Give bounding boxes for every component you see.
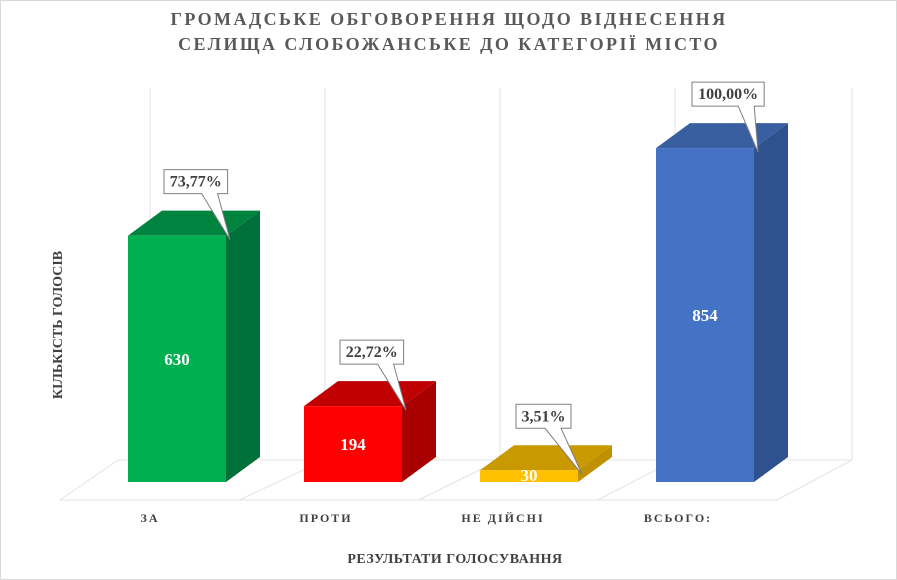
bar-front <box>480 470 578 482</box>
x-tick-labels: ЗА ПРОТИ НЕ ДІЙСНІ ВСЬОГО: <box>141 511 712 525</box>
bar-value-label: 194 <box>340 435 366 454</box>
percent-label: 73,77% <box>170 174 222 191</box>
percent-label: 22,72% <box>346 344 398 361</box>
x-tick-label: ПРОТИ <box>299 511 352 525</box>
bar-2: 194 22,72% <box>304 339 436 482</box>
bar-front <box>656 148 754 482</box>
bar-value-label: 630 <box>164 350 190 369</box>
bar-value-label: 854 <box>692 306 718 325</box>
callout-box <box>163 169 231 240</box>
bar-side <box>578 445 612 482</box>
callout-box <box>691 81 765 153</box>
chart-title-line-2: СЕЛИЩА СЛОБОЖАНСЬКЕ ДО КАТЕГОРІЇ МІСТО <box>178 34 720 54</box>
percent-label: 3,51% <box>522 408 566 425</box>
bar-side <box>226 210 260 483</box>
x-tick-label: НЕ ДІЙСНІ <box>461 511 544 525</box>
x-tick-label: ВСЬОГО: <box>644 511 712 525</box>
bar-3: 30 3,51% <box>480 403 612 485</box>
percent-callout: 3,51% <box>515 403 583 475</box>
bar-front <box>304 406 402 482</box>
bar-1: 630 73,77% <box>128 169 260 483</box>
bar-front <box>128 235 226 482</box>
x-axis-label: РЕЗУЛЬТАТИ ГОЛОСУВАННЯ <box>347 552 562 567</box>
percent-label: 100,00% <box>698 86 758 103</box>
percent-callout: 73,77% <box>163 169 231 240</box>
bar-side <box>754 123 788 482</box>
bar-4: 854 100,00% <box>656 81 788 482</box>
bar-value-label: 30 <box>521 466 538 485</box>
bar-top <box>480 445 612 471</box>
bars-group: 630 73,77% 194 22,72% 30 3,51% 854 100,00% <box>128 81 788 485</box>
callout-box <box>515 403 583 475</box>
callout-box <box>339 339 407 411</box>
y-axis-label: КІЛЬКІСТЬ ГОЛОСІВ <box>51 251 66 399</box>
percent-callout: 100,00% <box>691 81 765 153</box>
bar-side <box>402 381 436 482</box>
percent-callout: 22,72% <box>339 339 407 411</box>
chart-title-line-1: ГРОМАДСЬКЕ ОБГОВОРЕННЯ ЩОДО ВІДНЕСЕННЯ <box>171 9 728 29</box>
x-tick-label: ЗА <box>141 511 160 525</box>
